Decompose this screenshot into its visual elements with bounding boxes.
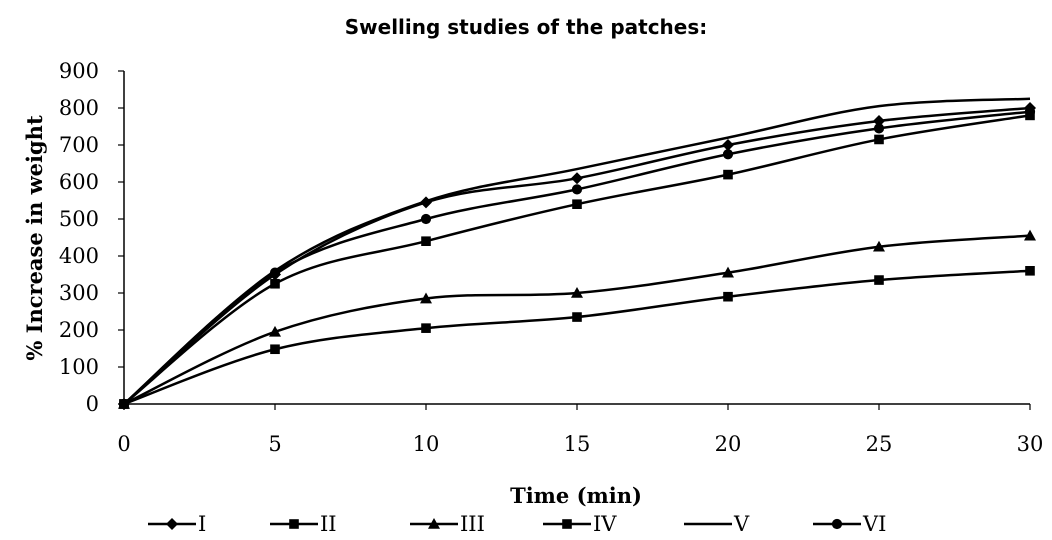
data-point-I — [722, 139, 734, 151]
legend-label: II — [320, 512, 337, 536]
legend-label: V — [733, 512, 750, 536]
data-point-II — [723, 169, 733, 180]
x-tick-label: 30 — [1017, 432, 1044, 456]
chart-title: Swelling studies of the patches: — [345, 15, 708, 39]
legend-item-II: II — [270, 512, 337, 536]
series-line-VI — [123, 110, 1031, 405]
legend-label: VI — [862, 512, 886, 536]
y-tick-label: 300 — [59, 281, 99, 305]
y-tick-label: 200 — [59, 318, 99, 342]
data-point-VI — [722, 149, 734, 160]
series-VI — [118, 106, 1036, 410]
data-point-III — [873, 240, 885, 252]
data-point-IV — [723, 291, 733, 302]
y-tick-label: 900 — [59, 59, 99, 83]
data-point-VI — [420, 213, 432, 225]
data-point-II — [270, 278, 280, 289]
data-point-VI — [873, 123, 885, 134]
x-tick-label: 0 — [117, 432, 130, 456]
data-point-VI — [1024, 106, 1036, 117]
data-point-II — [572, 199, 582, 209]
legend-item-III: III — [410, 512, 485, 536]
data-point-IV — [1025, 266, 1035, 276]
x-tick-label: 10 — [413, 432, 440, 456]
x-axis-label: Time (min) — [510, 483, 642, 508]
y-tick-label: 800 — [59, 96, 99, 120]
data-point-II — [874, 134, 884, 145]
data-point-III — [269, 325, 281, 337]
legend-marker — [562, 519, 572, 529]
legend-item-V: V — [684, 512, 750, 536]
x-tick-label: 20 — [715, 432, 742, 456]
y-tick-label: 400 — [59, 244, 99, 268]
y-tick-label: 0 — [86, 392, 99, 416]
y-tick-label: 700 — [59, 133, 99, 157]
legend: I II III IV V VI — [148, 512, 886, 536]
data-point-III — [1024, 229, 1036, 241]
data-point-III — [571, 287, 583, 298]
series-I — [118, 102, 1036, 410]
legend-item-IV: IV — [543, 512, 617, 536]
legend-label: III — [460, 512, 485, 536]
legend-label: I — [198, 512, 206, 536]
legend-marker — [428, 518, 440, 529]
data-point-I — [571, 172, 583, 185]
axes: 0 100 200 300 400 500 600 700 800 900 0 5 10 15 20 25 30 — [59, 59, 1043, 456]
y-tick-label: 600 — [59, 170, 99, 194]
x-tick-label: 25 — [866, 432, 893, 456]
series-line-V — [123, 97, 1031, 405]
series-II — [119, 110, 1035, 409]
legend-item-VI: VI — [813, 512, 886, 536]
data-point-III — [722, 266, 734, 278]
series-group — [118, 97, 1036, 410]
series-III — [118, 229, 1036, 409]
data-point-VI — [269, 267, 281, 278]
data-point-VI — [118, 398, 130, 410]
series-V — [123, 97, 1031, 405]
legend-marker — [831, 518, 843, 530]
data-point-IV — [270, 344, 280, 355]
data-point-III — [420, 292, 432, 304]
legend-marker — [166, 518, 178, 530]
series-line-II — [123, 114, 1031, 405]
legend-marker — [289, 519, 299, 529]
y-tick-label: 500 — [59, 207, 99, 231]
series-line-I — [123, 106, 1031, 405]
data-point-VI — [571, 184, 583, 195]
x-tick-label: 15 — [564, 432, 591, 456]
data-point-I — [873, 114, 885, 127]
legend-label: IV — [593, 512, 617, 536]
data-point-IV — [572, 312, 582, 322]
x-tick-label: 5 — [268, 432, 281, 456]
data-point-II — [421, 236, 431, 246]
data-point-IV — [421, 323, 431, 333]
data-point-IV — [874, 275, 884, 285]
y-tick-label: 100 — [59, 355, 99, 379]
legend-item-I: I — [148, 512, 206, 536]
y-axis-label: % Increase in weight — [22, 115, 47, 361]
